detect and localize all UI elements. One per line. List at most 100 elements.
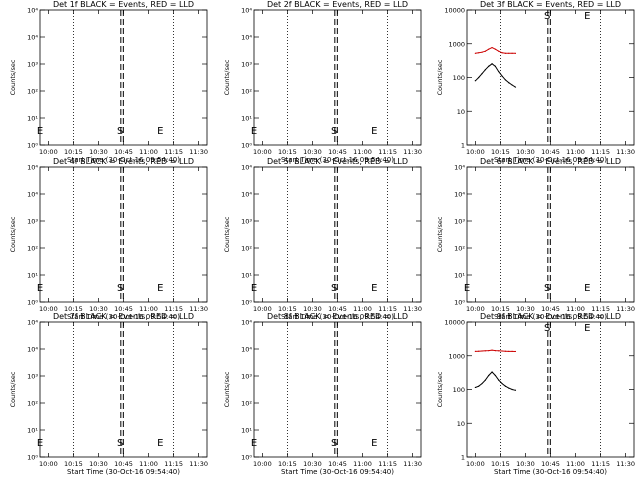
y-tick-label: 10³ — [27, 218, 38, 226]
event-marker-e: E — [371, 438, 377, 449]
y-tick-label: 10² — [27, 400, 38, 408]
x-axis-label: Start Time (30-Oct-16 09:54:40) — [494, 313, 607, 321]
data-point — [504, 350, 507, 352]
data-point — [514, 86, 517, 88]
chart-panel-9: Det 9f BLACK = Events, RED = LLD 10:00 10:… — [436, 312, 635, 476]
x-tick-label: 10:15 — [491, 305, 510, 313]
x-axis-label: Start Time (30-Oct-16 09:54:40) — [494, 468, 607, 476]
y-tick-label: 10¹ — [27, 427, 38, 435]
data-point — [501, 382, 503, 385]
x-tick-label: 11:00 — [566, 148, 585, 156]
y-tick-label: 10³ — [454, 218, 465, 226]
x-tick-label: 10:00 — [253, 460, 272, 468]
y-axis-label: Counts/sec — [436, 59, 444, 95]
x-tick-label: 11:15 — [378, 460, 397, 468]
data-point — [508, 82, 510, 84]
y-tick-label: 10⁰ — [27, 454, 38, 462]
x-tick-label: 10:30 — [303, 460, 322, 468]
chart-panel-5: Det 5f BLACK = Events, RED = LLD 10:00 10:… — [223, 157, 422, 321]
data-point — [481, 382, 483, 385]
data-point — [504, 385, 507, 387]
x-tick-label: 11:00 — [353, 148, 372, 156]
y-tick-label: 10¹ — [241, 427, 252, 435]
data-point — [488, 65, 490, 67]
y-tick-label: 10³ — [27, 373, 38, 381]
data-point — [491, 371, 493, 373]
x-tick-label: 11:00 — [353, 305, 372, 313]
event-marker-e: E — [371, 283, 377, 294]
x-axis-label: Start Time (30-Oct-16 09:54:40) — [281, 156, 394, 164]
event-marker-s: S — [117, 438, 123, 449]
x-tick-label: 11:15 — [164, 305, 183, 313]
event-marker-e: E — [157, 126, 163, 137]
x-tick-label: 10:00 — [39, 460, 58, 468]
chart-panel-7: Det 7f BLACK = Events, RED = LLD 10:00 10:… — [9, 312, 208, 476]
y-tick-label: 10⁴ — [454, 164, 465, 172]
y-tick-label: 100 — [453, 386, 465, 394]
x-tick-label: 11:00 — [139, 460, 158, 468]
data-point — [484, 50, 486, 52]
x-tick-label: 11:30 — [403, 305, 422, 313]
y-tick-label: 10⁰ — [27, 142, 38, 150]
event-marker-s: S — [331, 126, 337, 137]
x-tick-label: 10:00 — [39, 148, 58, 156]
y-tick-label: 10⁴ — [27, 7, 38, 15]
data-point — [474, 350, 476, 352]
data-point — [474, 80, 476, 82]
event-marker-e: E — [157, 283, 163, 294]
x-tick-label: 10:30 — [516, 305, 535, 313]
data-point — [494, 48, 496, 50]
data-point — [511, 52, 513, 54]
y-tick-label: 10 — [457, 108, 465, 116]
x-tick-label: 11:00 — [353, 460, 372, 468]
x-tick-label: 10:30 — [516, 148, 535, 156]
y-tick-label: 100 — [453, 74, 465, 82]
y-tick-label: 10⁴ — [27, 34, 38, 42]
x-tick-label: 10:00 — [253, 148, 272, 156]
x-tick-label: 10:15 — [64, 460, 83, 468]
chart-panel-2: Det 2f BLACK = Events, RED = LLD 10:00 10:… — [223, 0, 422, 164]
event-marker-s: S — [544, 283, 550, 294]
x-tick-label: 11:15 — [591, 148, 610, 156]
y-tick-label: 10⁴ — [241, 346, 252, 354]
x-tick-label: 11:30 — [616, 148, 635, 156]
x-axis-label: Start Time (30-Oct-16 09:54:40) — [67, 468, 180, 476]
x-tick-label: 11:30 — [189, 148, 208, 156]
x-axis-label: Start Time (30-Oct-16 09:54:40) — [281, 468, 394, 476]
x-tick-label: 10:30 — [516, 460, 535, 468]
event-marker-s: S — [117, 283, 123, 294]
event-marker-s: S — [544, 11, 550, 22]
y-tick-label: 10⁴ — [27, 346, 38, 354]
data-point — [494, 65, 496, 67]
y-axis-label: Counts/sec — [9, 216, 17, 252]
event-marker-s: S — [117, 126, 123, 137]
x-tick-label: 11:30 — [189, 305, 208, 313]
x-tick-label: 11:30 — [616, 305, 635, 313]
x-tick-label: 11:15 — [164, 460, 183, 468]
y-tick-label: 10³ — [241, 373, 252, 381]
data-point — [484, 69, 486, 71]
y-tick-label: 10² — [241, 400, 252, 408]
x-tick-label: 10:00 — [253, 305, 272, 313]
x-tick-label: 10:45 — [541, 460, 560, 468]
data-point — [474, 52, 476, 54]
x-tick-label: 10:15 — [64, 305, 83, 313]
y-tick-label: 10¹ — [241, 115, 252, 123]
data-point — [508, 350, 510, 352]
event-marker-e: E — [251, 438, 257, 449]
y-tick-label: 1000 — [448, 40, 465, 48]
y-tick-label: 10⁴ — [241, 319, 252, 327]
data-point — [478, 76, 480, 79]
y-axis-label: Counts/sec — [436, 216, 444, 252]
data-point — [481, 350, 483, 352]
data-point — [504, 79, 507, 81]
x-tick-label: 10:30 — [89, 305, 108, 313]
event-marker-e: E — [37, 283, 43, 294]
series-line-1 — [475, 63, 516, 88]
data-point — [501, 52, 503, 54]
series-line-1 — [475, 371, 516, 391]
event-marker-e: E — [371, 126, 377, 137]
y-tick-label: 10³ — [27, 61, 38, 69]
chart-title: Det 8f BLACK = Events, RED = LLD — [267, 312, 408, 321]
y-tick-label: 1000 — [448, 352, 465, 360]
